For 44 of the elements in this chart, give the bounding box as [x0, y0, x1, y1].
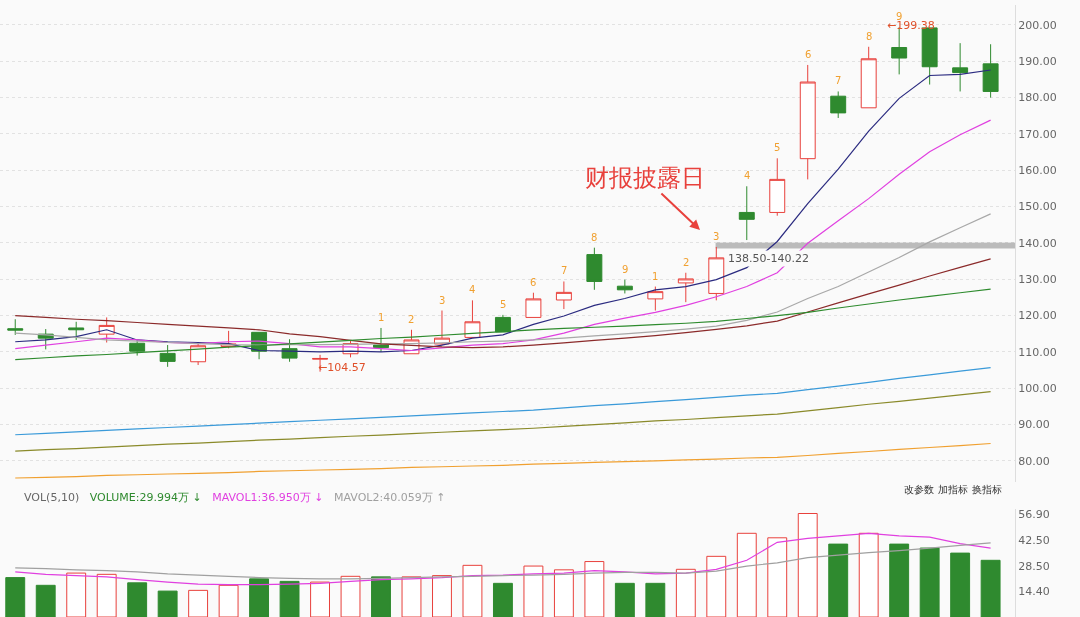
text: 2 [408, 314, 415, 325]
y-tick-label: 80.00 [1018, 454, 1050, 468]
text: 1 [378, 312, 385, 323]
y-tick-label: 56.90 [1018, 508, 1050, 522]
text: 加指标 [938, 484, 968, 495]
text: MAVOL2:40.059万 ↑ [334, 491, 446, 504]
text: 9 [622, 264, 629, 275]
text: 5 [774, 142, 781, 153]
text: MAVOL1:36.950万 ↓ [212, 491, 324, 504]
text: 6 [805, 49, 812, 60]
y-tick-label: 120.00 [1018, 309, 1057, 323]
text: 1 [652, 271, 659, 282]
y-tick-label: 28.50 [1018, 559, 1050, 573]
text: 换指标 [972, 484, 1002, 495]
y-tick-label: 170.00 [1018, 127, 1057, 141]
y-tick-label: 14.40 [1018, 584, 1050, 598]
y-tick-label: 200.00 [1018, 18, 1057, 32]
y-tick-label: 140.00 [1018, 236, 1057, 250]
band-label: 138.50-140.22 [728, 252, 809, 265]
text: 3 [439, 295, 446, 306]
y-tick-label: 180.00 [1018, 91, 1057, 105]
y-tick-label: 100.00 [1018, 382, 1057, 396]
annotation: 财报披露日 [585, 164, 705, 192]
text: 改参数 [904, 484, 934, 495]
text: 3 [713, 231, 720, 242]
y-tick-label: 150.00 [1018, 200, 1057, 214]
text: 2 [683, 257, 690, 268]
y-tick-label: 90.00 [1018, 418, 1050, 432]
text: 5 [500, 299, 507, 310]
text: 7 [561, 265, 568, 276]
y-tick-label: 160.00 [1018, 164, 1057, 178]
text: 6 [530, 277, 537, 288]
text: VOLUME:29.994万 ↓ [89, 491, 202, 504]
text: 8 [591, 232, 598, 243]
chart-title: VOL(5,10) [24, 491, 80, 504]
y-tick-label: 42.50 [1018, 534, 1050, 548]
y-tick-label: 190.00 [1018, 55, 1057, 69]
text: 8 [866, 31, 873, 42]
text: 4 [744, 170, 751, 181]
annotation: ←104.57 [318, 361, 366, 374]
y-tick-label: 130.00 [1018, 273, 1057, 287]
y-tick-label: 110.00 [1018, 345, 1057, 359]
text: 7 [835, 75, 842, 86]
text: 4 [469, 284, 476, 295]
